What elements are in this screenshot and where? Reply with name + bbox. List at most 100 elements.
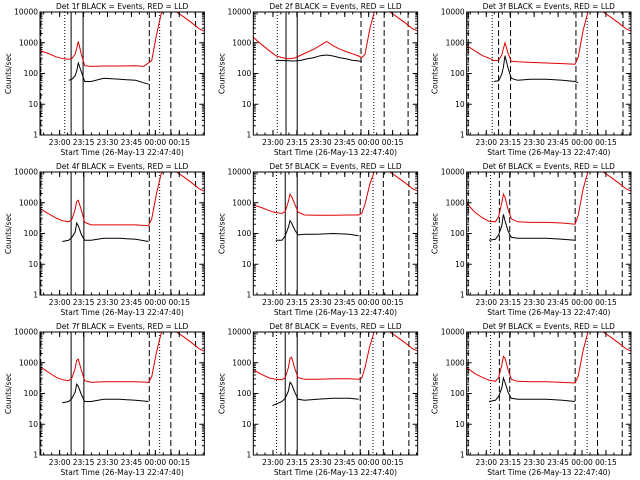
y-tick-label: 1	[33, 291, 38, 300]
y-tick-label: 10000	[14, 168, 38, 177]
panel-title: Det 6f BLACK = Events, RED = LLD	[483, 162, 616, 171]
detector-panel-4: Det 4f BLACK = Events, RED = LLD Counts/s…	[4, 162, 205, 317]
plot-frame	[252, 11, 419, 136]
y-tick-label: 1000	[232, 198, 251, 207]
y-tick-label: 100	[450, 229, 465, 238]
plot-area	[40, 332, 205, 455]
y-tick-label: 1000	[19, 358, 38, 367]
y-tick-label: 1000	[232, 358, 251, 367]
x-tick-label: 00:00	[571, 138, 593, 147]
x-tick-label: 23:45	[334, 138, 356, 147]
plot-frame	[39, 331, 205, 456]
y-tick-label: 10000	[441, 328, 465, 337]
y-tick-label: 10	[242, 420, 252, 429]
x-axis-label: Start Time (26-May-13 22:47:40)	[487, 468, 610, 477]
y-tick-label: 1	[247, 451, 252, 460]
x-tick-label: 23:15	[73, 458, 95, 467]
detector-panel-3: Det 3f BLACK = Events, RED = LLD Counts/s…	[431, 2, 632, 157]
y-tick-label: 10	[242, 100, 252, 109]
plot-area	[466, 12, 631, 135]
y-tick-label: 10000	[441, 168, 465, 177]
x-tick-label: 23:30	[310, 458, 332, 467]
y-axis-label: Counts/sec	[217, 213, 226, 254]
x-tick-label: 23:00	[475, 458, 497, 467]
x-tick-label: 00:15	[595, 458, 617, 467]
x-tick-label: 23:00	[475, 298, 497, 307]
y-tick-label: 1	[247, 291, 252, 300]
y-tick-label: 10	[242, 260, 252, 269]
x-tick-label: 23:15	[73, 298, 95, 307]
series-events-line	[488, 376, 576, 402]
y-tick-label: 10	[455, 260, 465, 269]
y-tick-label: 100	[237, 69, 252, 78]
series-lld-line	[253, 12, 418, 60]
series-events-line	[275, 54, 362, 62]
x-tick-label: 23:30	[97, 298, 119, 307]
plot-frame	[466, 331, 632, 456]
panel-title: Det 2f BLACK = Events, RED = LLD	[269, 2, 402, 11]
plot-frame	[466, 11, 632, 136]
plot-frame	[466, 171, 632, 296]
x-tick-label: 23:45	[121, 298, 143, 307]
y-axis-label: Counts/sec	[4, 53, 13, 94]
y-tick-label: 1000	[446, 198, 465, 207]
x-axis-label: Start Time (26-May-13 22:47:40)	[61, 148, 184, 157]
y-tick-label: 10	[28, 100, 38, 109]
panel-title: Det 9f BLACK = Events, RED = LLD	[483, 322, 616, 331]
x-tick-label: 23:15	[499, 458, 521, 467]
x-tick-label: 00:00	[145, 458, 167, 467]
series-lld-line	[466, 332, 631, 384]
x-tick-label: 00:00	[145, 298, 167, 307]
detector-panel-5: Det 5f BLACK = Events, RED = LLD Counts/s…	[217, 162, 419, 317]
y-tick-label: 1	[460, 291, 465, 300]
detector-panel-9: Det 9f BLACK = Events, RED = LLD Counts/s…	[431, 322, 632, 477]
x-tick-label: 00:15	[382, 138, 404, 147]
y-tick-label: 1	[33, 451, 38, 460]
series-events-line	[275, 219, 359, 241]
x-tick-label: 00:15	[595, 138, 617, 147]
plot-area	[40, 12, 205, 135]
x-tick-label: 23:30	[97, 458, 119, 467]
plot-frame	[252, 331, 419, 456]
y-axis-label: Counts/sec	[217, 373, 226, 414]
y-tick-label: 10000	[227, 8, 251, 17]
x-axis-label: Start Time (26-May-13 22:47:40)	[274, 308, 397, 317]
x-tick-label: 23:30	[523, 138, 545, 147]
plot-area	[253, 332, 418, 455]
panel-title: Det 8f BLACK = Events, RED = LLD	[269, 322, 402, 331]
y-tick-label: 10000	[227, 168, 251, 177]
x-axis-label: Start Time (26-May-13 22:47:40)	[487, 308, 610, 317]
y-tick-label: 10	[455, 100, 465, 109]
y-axis-label: Counts/sec	[217, 53, 226, 94]
panel-title: Det 3f BLACK = Events, RED = LLD	[483, 2, 616, 11]
y-tick-label: 10000	[227, 328, 251, 337]
y-tick-label: 1	[33, 131, 38, 140]
x-tick-label: 23:45	[547, 298, 569, 307]
panel-title: Det 1f BLACK = Events, RED = LLD	[56, 2, 189, 11]
x-tick-label: 00:00	[358, 458, 380, 467]
x-tick-label: 23:45	[334, 458, 356, 467]
x-tick-label: 23:15	[499, 298, 521, 307]
y-tick-label: 1	[460, 131, 465, 140]
series-lld-line	[40, 172, 205, 227]
x-tick-label: 23:00	[262, 138, 284, 147]
x-tick-label: 23:15	[286, 298, 308, 307]
series-events-line	[68, 61, 149, 85]
x-tick-label: 23:30	[523, 298, 545, 307]
y-axis-label: Counts/sec	[4, 213, 13, 254]
y-tick-label: 1000	[19, 38, 38, 47]
x-tick-label: 00:00	[145, 138, 167, 147]
series-lld-line	[40, 332, 205, 383]
x-tick-label: 23:00	[49, 138, 71, 147]
x-tick-label: 00:00	[571, 298, 593, 307]
detector-panel-8: Det 8f BLACK = Events, RED = LLD Counts/s…	[217, 322, 419, 477]
x-axis-label: Start Time (26-May-13 22:47:40)	[61, 308, 184, 317]
y-tick-label: 1000	[232, 38, 251, 47]
x-tick-label: 23:00	[49, 458, 71, 467]
x-tick-label: 23:30	[310, 298, 332, 307]
series-lld-line	[253, 332, 418, 381]
x-tick-label: 23:45	[547, 138, 569, 147]
series-events-line	[62, 382, 149, 404]
series-events-line	[62, 221, 149, 242]
